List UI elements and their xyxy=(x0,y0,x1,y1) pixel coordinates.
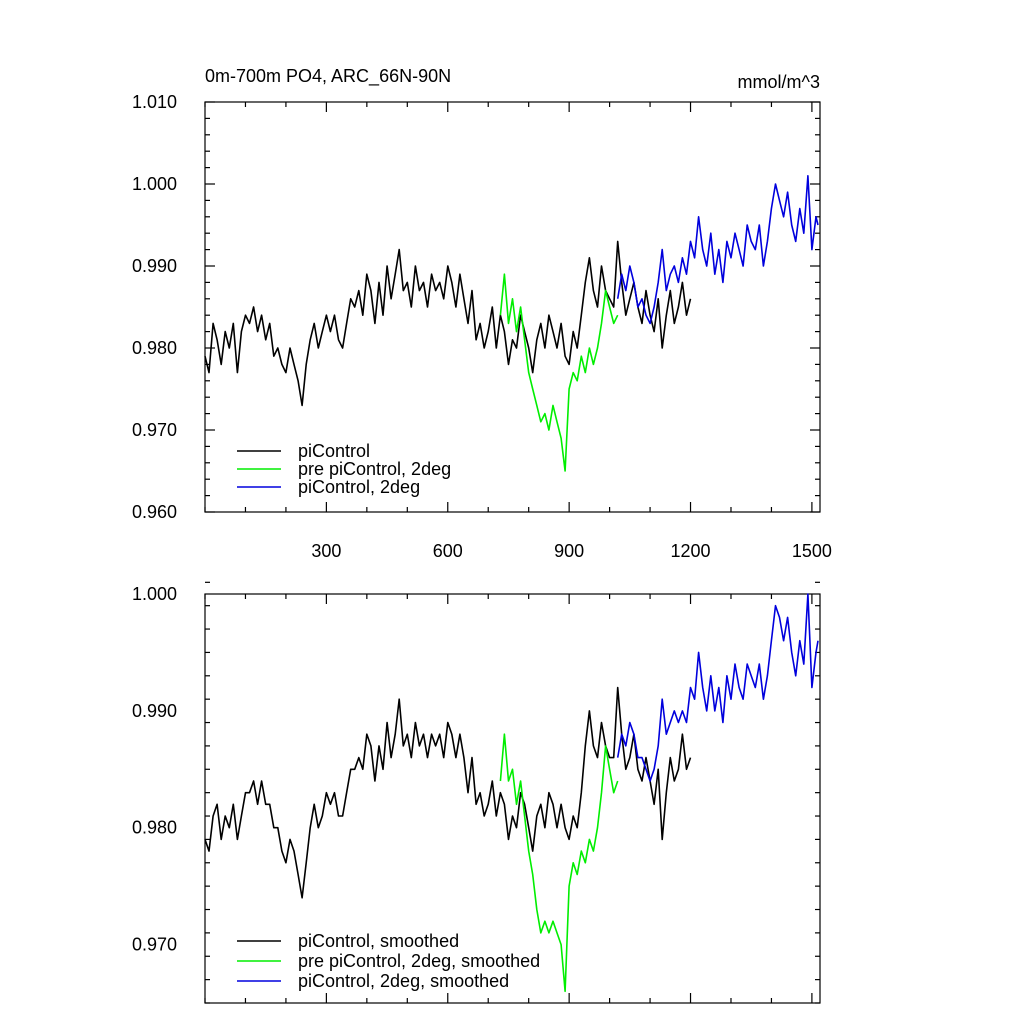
x-tick-label: 900 xyxy=(554,541,584,561)
series-line-2 xyxy=(499,733,619,993)
y-tick-label: 0.980 xyxy=(132,338,177,358)
series-line-1 xyxy=(204,240,692,407)
x-tick-label: 1200 xyxy=(671,541,711,561)
y-tick-label: 0.990 xyxy=(132,256,177,276)
series-line-1 xyxy=(204,686,692,899)
top-plot-panel: 300 600 900 1200 1500 0.960 0.970 0.980 0.990 1.0… xyxy=(132,92,832,561)
y-tick-label: 0.970 xyxy=(132,420,177,440)
series-line-2 xyxy=(499,273,619,472)
plot-frame xyxy=(204,101,821,513)
x-tick-label: 300 xyxy=(311,541,341,561)
units-label: mmol/m^3 xyxy=(738,72,820,92)
legend-label: piControl, 2deg, smoothed xyxy=(298,971,509,991)
chart-title: 0m-700m PO4, ARC_66N-90N xyxy=(205,66,451,87)
y-tick-label: 0.980 xyxy=(132,818,177,838)
series-line-3 xyxy=(616,175,819,325)
legend-label: piControl xyxy=(298,441,370,461)
legend-label: piControl, 2deg xyxy=(298,477,420,497)
x-tick-label: 600 xyxy=(433,541,463,561)
plot-frame xyxy=(204,593,821,1004)
y-tick-label: 0.960 xyxy=(132,502,177,522)
y-tick-label: 1.000 xyxy=(132,584,177,604)
y-tick-label: 1.000 xyxy=(132,174,177,194)
legend-label: piControl, smoothed xyxy=(298,931,459,951)
legend-label: pre piControl, 2deg xyxy=(298,459,451,479)
y-tick-label: 0.990 xyxy=(132,701,177,721)
y-tick-label: 0.970 xyxy=(132,935,177,955)
series-line-3 xyxy=(616,593,819,782)
legend-label: pre piControl, 2deg, smoothed xyxy=(298,951,540,971)
x-tick-label: 1500 xyxy=(792,541,832,561)
y-tick-label: 1.010 xyxy=(132,92,177,112)
